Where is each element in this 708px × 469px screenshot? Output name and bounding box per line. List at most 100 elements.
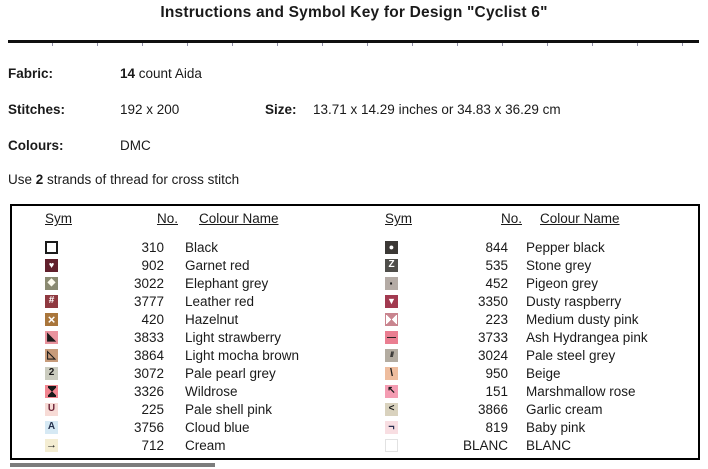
colour-name: Stone grey	[526, 257, 592, 273]
key-row-left-half: ♥ 902 Garnet red	[12, 258, 355, 273]
colour-name: Garlic cream	[526, 401, 603, 417]
colour-name: Pigeon grey	[526, 275, 599, 291]
stitch-symbol-icon	[45, 384, 58, 398]
stitch-symbol-icon	[385, 438, 398, 452]
key-row: 2 3072 Pale pearl grey \ 950 Beige	[12, 364, 698, 382]
colour-name: Cream	[185, 437, 226, 453]
stitches-value: 192 x 200	[120, 102, 180, 117]
stitch-symbol-icon: ●	[385, 240, 398, 254]
header-right-half: Sym No. Colour Name	[355, 210, 698, 227]
key-row: → 712 Cream BLANC BLANC	[12, 436, 698, 454]
stitch-symbol-icon: A	[45, 420, 58, 434]
colour-number: 3777	[133, 293, 164, 309]
page-title: Instructions and Symbol Key for Design "…	[160, 4, 548, 21]
colour-number: 3866	[477, 401, 508, 417]
header-left-half: Sym No. Colour Name	[12, 210, 355, 227]
key-row: 3326 Wildrose ↖ 151 Marshmallow rose	[12, 382, 698, 400]
stitch-symbol-icon: ↖	[385, 384, 398, 398]
key-row-left-half: A 3756 Cloud blue	[12, 420, 355, 435]
key-row-right-half: 223 Medium dusty pink	[355, 312, 698, 327]
key-table-header: Sym No. Colour Name Sym No. Colour Name	[12, 210, 698, 227]
key-row-right-half: <3866 Garlic cream	[355, 402, 698, 417]
key-row-left-half: #3777 Leather red	[12, 294, 355, 309]
key-row-left-half: ◆ 3022 Elephant grey	[12, 276, 355, 291]
key-row: ◺ 3864 Light mocha brown /// 3024 Pale steel …	[12, 346, 698, 364]
column-header-no: No.	[500, 211, 522, 226]
bowtie-shape	[386, 314, 397, 324]
colour-number: 3756	[133, 419, 164, 435]
colour-name: Wildrose	[185, 383, 238, 399]
stitch-symbol-icon: U	[45, 402, 58, 416]
size-label: Size:	[265, 102, 297, 117]
key-row: × 420 Hazelnut 223 Medium dusty pink	[12, 310, 698, 328]
colour-name: Light strawberry	[185, 329, 282, 345]
stitch-symbol-icon: ×	[45, 312, 58, 326]
size-value: 13.71 x 14.29 inches or 34.83 x 36.29 cm	[313, 102, 561, 117]
stitch-symbol-icon: 2	[45, 366, 58, 380]
stitches-line: Stitches: 192 x 200 Size: 13.71 x 14.29 …	[8, 102, 700, 118]
stitch-symbol-icon: ▼	[385, 294, 398, 308]
colour-number: 3733	[477, 329, 508, 345]
stitch-symbol-icon: —	[385, 330, 398, 344]
key-row-right-half: ¬ 819 Baby pink	[355, 420, 698, 435]
key-row-right-half: ● 844 Pepper black	[355, 240, 698, 255]
key-row-right-half: /// 3024 Pale steel grey	[355, 348, 698, 363]
colour-name: Black	[185, 239, 219, 255]
colour-number: 819	[485, 419, 508, 435]
colour-number: 3833	[133, 329, 164, 345]
colour-number: 225	[141, 401, 164, 417]
symbol-key-table: Sym No. Colour Name Sym No. Colour Name …	[10, 204, 700, 460]
key-row-left-half: 3326 Wildrose	[12, 384, 355, 399]
colour-name: Beige	[526, 365, 561, 381]
strands-instruction: Use 2 strands of thread for cross stitch	[8, 172, 239, 187]
key-row-left-half: 2 3072 Pale pearl grey	[12, 366, 355, 381]
colour-number: 950	[485, 365, 508, 381]
colour-name: Pepper black	[526, 239, 605, 255]
colour-name: Pale steel grey	[526, 347, 616, 363]
colour-number: 844	[485, 239, 508, 255]
key-row: ◆ 3022 Elephant grey · 452 Pigeon grey	[12, 274, 698, 292]
stitch-symbol-icon: #	[45, 294, 58, 308]
colours-value: DMC	[120, 138, 151, 153]
stitch-symbol-icon: ◣	[45, 330, 58, 344]
key-row-right-half: · 452 Pigeon grey	[355, 276, 698, 291]
colour-number: 3350	[477, 293, 508, 309]
key-row: U 225 Pale shell pink <3866 Garlic cream	[12, 400, 698, 418]
key-row-right-half: \ 950 Beige	[355, 366, 698, 381]
colour-name: Light mocha brown	[185, 347, 300, 363]
colour-number: 223	[485, 311, 508, 327]
column-header-sym: Sym	[45, 211, 72, 226]
key-row-right-half: BLANC BLANC	[355, 438, 698, 453]
key-row-left-half: → 712 Cream	[12, 438, 355, 453]
stitch-symbol-icon: ◺	[45, 348, 58, 362]
fabric-line: Fabric: 14 count Aida	[8, 66, 700, 82]
column-header-colour-name: Colour Name	[540, 211, 620, 226]
key-row-right-half: ▼ 3350 Dusty raspberry	[355, 294, 698, 309]
title-divider-line	[8, 40, 699, 43]
title-divider-ticks	[8, 43, 699, 46]
key-row: ◣ 3833 Light strawberry — 3733 Ash Hydrangea …	[12, 328, 698, 346]
colour-name: Garnet red	[185, 257, 250, 273]
colour-name: Marshmallow rose	[526, 383, 636, 399]
key-row-left-half: ◺ 3864 Light mocha brown	[12, 348, 355, 363]
stitch-symbol-icon: ◆	[45, 276, 58, 290]
colour-number: 151	[485, 383, 508, 399]
stitch-symbol-icon: ///	[385, 348, 398, 362]
stitch-symbol-icon: ·	[385, 276, 398, 290]
column-header-colour-name: Colour Name	[199, 211, 279, 226]
key-table-rows: 310 Black ● 844 Pepper black ♥ 902 Garnet red Z 5…	[12, 238, 698, 454]
fabric-type: count Aida	[135, 66, 202, 81]
stitch-symbol-icon	[45, 240, 58, 254]
stitch-symbol-icon: ¬	[385, 420, 398, 434]
colours-line: Colours: DMC	[8, 138, 700, 154]
colour-number: 902	[141, 257, 164, 273]
stitch-symbol-icon	[385, 312, 398, 326]
colour-number: 420	[141, 311, 164, 327]
colour-name: Baby pink	[526, 419, 586, 435]
colour-name: Elephant grey	[185, 275, 269, 291]
stitch-symbol-icon: ♥	[45, 258, 58, 272]
strands-prefix: Use	[8, 172, 36, 187]
colour-number: 3022	[133, 275, 164, 291]
colours-label: Colours:	[8, 138, 64, 153]
